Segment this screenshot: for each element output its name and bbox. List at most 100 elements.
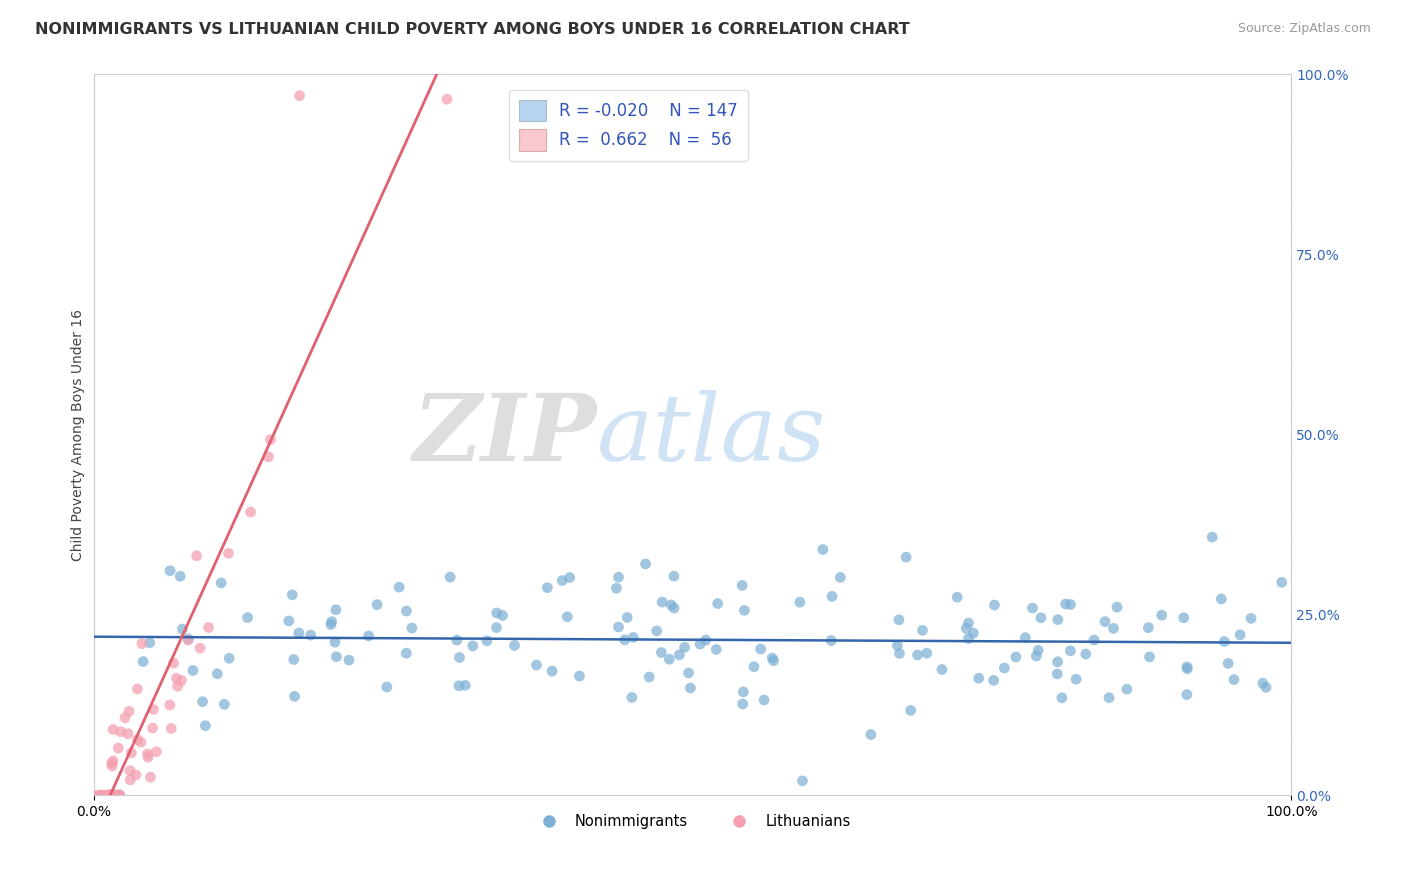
Point	[607, 570, 630, 584]
Point	[1211, 591, 1233, 606]
Point	[915, 646, 938, 660]
Point	[197, 620, 219, 634]
Point	[957, 615, 980, 630]
Point	[962, 626, 984, 640]
Point	[436, 92, 458, 106]
Point	[820, 633, 842, 648]
Point	[321, 615, 343, 629]
Point	[621, 631, 644, 645]
Point	[236, 610, 259, 624]
Point	[101, 723, 124, 737]
Point	[100, 788, 122, 802]
Point	[98, 788, 121, 802]
Point	[284, 690, 307, 704]
Point	[911, 624, 934, 638]
Point	[259, 433, 281, 447]
Point	[749, 642, 772, 657]
Point	[159, 564, 181, 578]
Point	[461, 639, 484, 653]
Point	[366, 598, 388, 612]
Point	[651, 595, 673, 609]
Point	[357, 629, 380, 643]
Point	[957, 632, 980, 646]
Point	[558, 571, 581, 585]
Point	[1083, 632, 1105, 647]
Point	[207, 666, 229, 681]
Point	[731, 578, 754, 592]
Point	[1074, 647, 1097, 661]
Point	[886, 639, 908, 653]
Point	[145, 745, 167, 759]
Point	[98, 788, 121, 802]
Text: ZIP: ZIP	[412, 390, 596, 480]
Point	[673, 640, 696, 655]
Point	[1229, 628, 1251, 642]
Point	[283, 652, 305, 666]
Point	[830, 570, 852, 584]
Point	[1046, 613, 1069, 627]
Point	[1059, 598, 1081, 612]
Point	[762, 654, 785, 668]
Point	[1139, 649, 1161, 664]
Point	[946, 591, 969, 605]
Point	[136, 750, 159, 764]
Point	[127, 681, 149, 696]
Point	[605, 581, 627, 595]
Point	[323, 635, 346, 649]
Point	[1098, 690, 1121, 705]
Point	[288, 88, 311, 103]
Point	[218, 546, 240, 560]
Point	[821, 590, 844, 604]
Point	[789, 595, 811, 609]
Point	[194, 719, 217, 733]
Point	[679, 681, 702, 695]
Point	[395, 646, 418, 660]
Point	[159, 698, 181, 712]
Point	[658, 652, 681, 666]
Point	[288, 626, 311, 640]
Point	[1218, 657, 1240, 671]
Point	[526, 658, 548, 673]
Point	[1201, 530, 1223, 544]
Point	[127, 732, 149, 747]
Point	[706, 597, 728, 611]
Point	[900, 703, 922, 717]
Point	[761, 651, 783, 665]
Point	[239, 505, 262, 519]
Point	[889, 647, 911, 661]
Point	[1271, 575, 1294, 590]
Point	[325, 649, 347, 664]
Point	[1177, 662, 1199, 676]
Point	[100, 788, 122, 802]
Point	[375, 680, 398, 694]
Point	[475, 633, 498, 648]
Point	[277, 614, 299, 628]
Point	[792, 773, 814, 788]
Point	[136, 747, 159, 761]
Point	[177, 632, 200, 646]
Point	[907, 648, 929, 662]
Point	[163, 656, 186, 670]
Point	[188, 641, 211, 656]
Point	[689, 637, 711, 651]
Point	[1059, 644, 1081, 658]
Point	[733, 603, 755, 617]
Point	[1115, 682, 1137, 697]
Point	[1025, 648, 1047, 663]
Point	[662, 601, 685, 615]
Point	[955, 622, 977, 636]
Point	[1150, 608, 1173, 623]
Legend: Nonimmigrants, Lithuanians: Nonimmigrants, Lithuanians	[529, 808, 856, 835]
Point	[395, 604, 418, 618]
Point	[125, 768, 148, 782]
Point	[1251, 676, 1274, 690]
Point	[1026, 643, 1049, 657]
Point	[695, 632, 717, 647]
Point	[401, 621, 423, 635]
Point	[616, 610, 638, 624]
Point	[1046, 666, 1069, 681]
Point	[181, 664, 204, 678]
Point	[645, 624, 668, 638]
Point	[172, 622, 194, 636]
Point	[447, 679, 470, 693]
